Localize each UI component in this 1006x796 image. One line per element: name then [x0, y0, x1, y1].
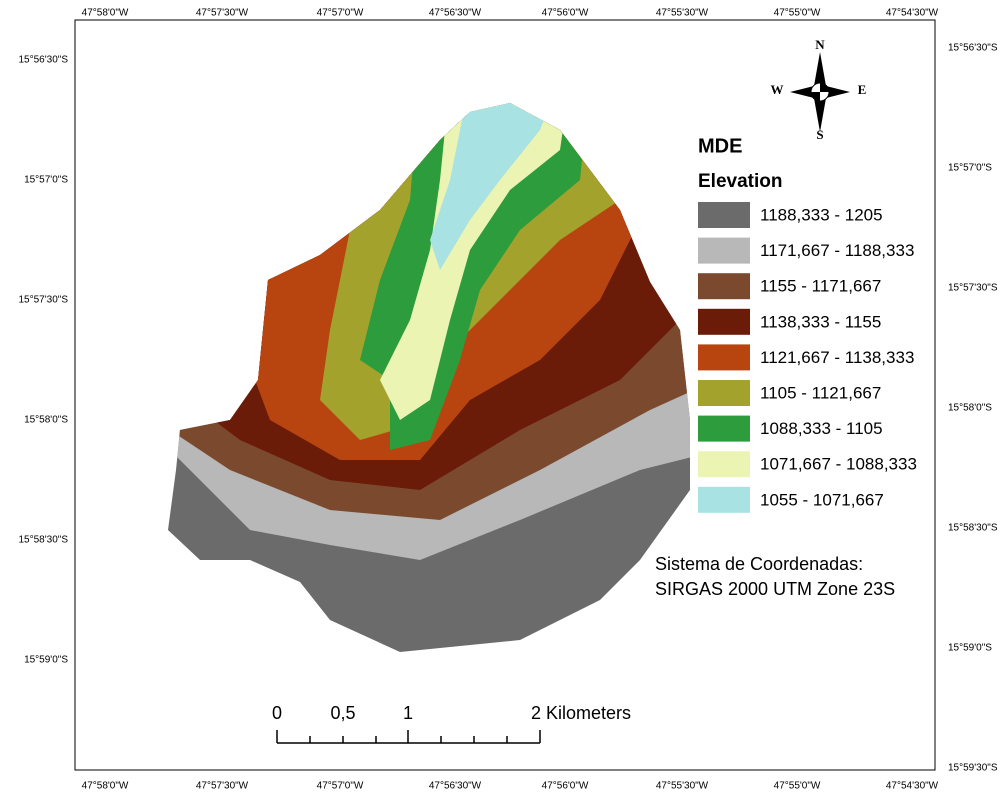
legend-label: 1155 - 1171,667 — [760, 277, 881, 296]
compass: N E S W — [771, 37, 867, 142]
compass-n: N — [815, 37, 825, 52]
compass-w: W — [771, 82, 784, 97]
longitude-label: 47°57'30"W — [196, 781, 249, 792]
legend-swatch — [698, 273, 750, 299]
legend-label: 1071,667 - 1088,333 — [760, 455, 917, 474]
scale-label: 2 Kilometers — [531, 703, 631, 723]
legend-label: 1105 - 1121,667 — [760, 383, 881, 402]
longitude-label: 47°55'30"W — [656, 8, 709, 19]
legend-swatch — [698, 309, 750, 335]
longitude-label: 47°58'0"W — [82, 8, 129, 19]
latitude-label: 15°59'0"S — [24, 655, 68, 666]
longitude-label: 47°54'30"W — [886, 781, 939, 792]
latitude-label: 15°58'0"S — [948, 403, 992, 414]
legend-swatch — [698, 202, 750, 228]
legend-swatch — [698, 238, 750, 264]
longitude-label: 47°55'0"W — [774, 781, 821, 792]
legend-label: 1188,333 - 1205 — [760, 205, 883, 224]
legend-swatch — [698, 416, 750, 442]
map: N E S W MDE Elevation Sistema de Coorden… — [0, 0, 1006, 796]
longitude-label: 47°57'0"W — [317, 8, 364, 19]
legend-label: 1088,333 - 1105 — [760, 419, 883, 438]
legend-swatch — [698, 487, 750, 513]
latitude-label: 15°58'30"S — [948, 523, 998, 534]
elevation-map — [100, 80, 760, 700]
legend-title: MDE — [698, 135, 742, 157]
legend-label: 1138,333 - 1155 — [760, 312, 881, 331]
latitude-label: 15°59'30"S — [948, 763, 998, 774]
latitude-label: 15°58'30"S — [19, 535, 69, 546]
longitude-label: 47°58'0"W — [82, 781, 129, 792]
compass-s: S — [816, 127, 823, 142]
scale-bar — [277, 730, 540, 743]
legend-label: 1055 - 1071,667 — [760, 490, 884, 509]
latitude-label: 15°57'0"S — [948, 163, 992, 174]
longitude-label: 47°56'30"W — [429, 781, 482, 792]
compass-e: E — [858, 82, 867, 97]
longitude-label: 47°55'30"W — [656, 781, 709, 792]
longitude-label: 47°54'30"W — [886, 8, 939, 19]
longitude-label: 47°56'0"W — [542, 8, 589, 19]
longitude-label: 47°57'0"W — [317, 781, 364, 792]
scale-label: 0,5 — [330, 703, 355, 723]
latitude-label: 15°56'30"S — [948, 43, 998, 54]
latitude-label: 15°59'0"S — [948, 643, 992, 654]
legend-subtitle: Elevation — [698, 171, 782, 192]
coordinate-system: SIRGAS 2000 UTM Zone 23S — [655, 579, 895, 599]
longitude-label: 47°56'0"W — [542, 781, 589, 792]
coordinate-system: Sistema de Coordenadas: — [655, 554, 863, 574]
latitude-label: 15°57'0"S — [24, 175, 68, 186]
latitude-label: 15°56'30"S — [19, 55, 69, 66]
legend-swatch — [698, 380, 750, 406]
longitude-label: 47°56'30"W — [429, 8, 482, 19]
longitude-label: 47°55'0"W — [774, 8, 821, 19]
latitude-label: 15°58'0"S — [24, 415, 68, 426]
scale-label: 0 — [272, 703, 282, 723]
latitude-label: 15°57'30"S — [948, 283, 998, 294]
legend-label: 1171,667 - 1188,333 — [760, 241, 914, 260]
latitude-label: 15°57'30"S — [19, 295, 69, 306]
scale-label: 1 — [403, 703, 413, 723]
legend-label: 1121,667 - 1138,333 — [760, 348, 914, 367]
legend-swatch — [698, 451, 750, 477]
longitude-label: 47°57'30"W — [196, 8, 249, 19]
legend-swatch — [698, 344, 750, 370]
